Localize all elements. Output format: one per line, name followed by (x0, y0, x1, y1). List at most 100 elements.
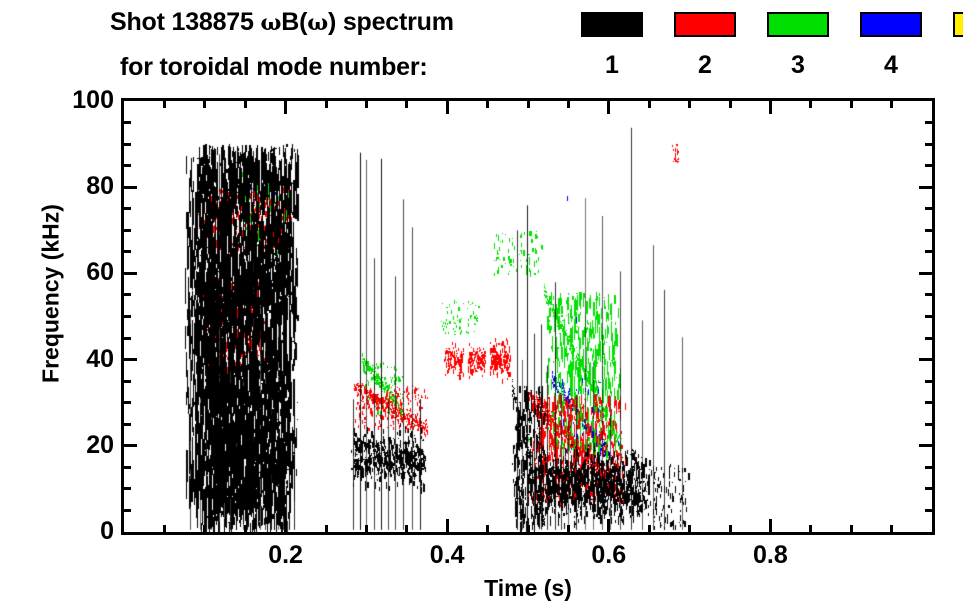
x-minor-tick (486, 101, 490, 108)
x-major-tick (445, 519, 449, 532)
legend-swatch-2 (674, 12, 736, 37)
x-major-tick (445, 101, 449, 114)
y-minor-tick (124, 487, 131, 491)
legend-swatch-1 (581, 12, 643, 37)
x-minor-tick (162, 525, 166, 532)
x-minor-tick (849, 101, 853, 108)
x-major-tick (768, 519, 772, 532)
x-minor-tick (162, 101, 166, 108)
y-minor-tick (124, 207, 131, 211)
legend-item-3: 3 (767, 12, 829, 78)
omega-symbol-1: ω (260, 10, 282, 36)
y-minor-tick (124, 336, 131, 340)
plot-frame (121, 98, 935, 535)
y-minor-tick (124, 228, 131, 232)
y-major-tick (124, 444, 137, 448)
x-minor-tick (364, 101, 368, 108)
y-minor-tick (124, 379, 131, 383)
y-minor-tick (925, 142, 932, 146)
spectrogram-canvas (124, 101, 932, 532)
y-minor-tick (925, 121, 932, 125)
y-minor-tick (124, 142, 131, 146)
y-minor-tick (925, 336, 932, 340)
x-minor-tick (890, 101, 894, 108)
legend-swatch-3 (767, 12, 829, 37)
x-axis-title: Time (s) (484, 575, 572, 601)
y-minor-tick (925, 228, 932, 232)
x-minor-tick (526, 525, 530, 532)
legend-item-2: 2 (674, 12, 736, 78)
y-tick-label-80: 80 (86, 172, 114, 201)
y-minor-tick (925, 250, 932, 254)
x-minor-tick (809, 101, 813, 108)
legend-label-4: 4 (884, 51, 898, 79)
y-minor-tick (925, 422, 932, 426)
x-minor-tick (405, 101, 409, 108)
x-minor-tick (486, 525, 490, 532)
x-minor-tick (324, 101, 328, 108)
y-minor-tick (124, 315, 131, 318)
y-minor-tick (124, 293, 131, 297)
legend: 1 2 3 4 5 (581, 12, 963, 87)
y-minor-tick (925, 207, 932, 211)
y-minor-tick (124, 465, 131, 469)
y-tick-label-20: 20 (86, 430, 114, 459)
y-major-tick (919, 358, 932, 362)
x-major-tick (768, 101, 772, 114)
x-minor-tick (809, 525, 813, 532)
x-minor-tick (203, 525, 207, 532)
y-minor-tick (124, 250, 131, 254)
y-minor-tick (124, 401, 131, 405)
y-minor-tick (925, 379, 932, 383)
y-minor-tick (925, 401, 932, 405)
x-minor-tick (324, 525, 328, 532)
y-minor-tick (925, 315, 932, 318)
x-minor-tick (566, 525, 570, 532)
x-minor-tick (647, 525, 651, 532)
x-minor-tick (243, 525, 247, 532)
legend-label-2: 2 (698, 51, 712, 79)
y-axis-title: Frequency (kHz) (37, 204, 64, 383)
y-tick-label-100: 100 (72, 86, 114, 114)
y-tick-label-0: 0 (100, 517, 114, 545)
y-major-tick (124, 185, 137, 189)
y-tick-label-40: 40 (86, 344, 114, 373)
x-major-tick (284, 519, 288, 532)
spectrogram-area (124, 101, 932, 532)
x-minor-tick (728, 101, 732, 108)
x-minor-tick (243, 101, 247, 108)
figure-title-line-2: for toroidal mode number: (120, 53, 428, 81)
y-minor-tick (124, 121, 131, 125)
x-minor-tick (688, 525, 692, 532)
legend-item-5: 5 (953, 12, 963, 37)
legend-item-4: 4 (860, 12, 922, 78)
legend-label-1: 1 (605, 51, 619, 79)
x-minor-tick (890, 525, 894, 532)
x-minor-tick (849, 525, 853, 532)
y-minor-tick (124, 508, 131, 512)
figure-title-line-1: Shot 138875 ωB(ω) spectrum (110, 8, 454, 37)
x-major-tick (607, 519, 611, 532)
y-minor-tick (925, 508, 932, 512)
x-tick-label-0.8: 0.8 (753, 541, 788, 569)
x-minor-tick (647, 101, 651, 108)
y-minor-tick (925, 465, 932, 469)
legend-swatch-5 (953, 12, 963, 37)
y-major-tick (124, 358, 137, 362)
y-minor-tick (124, 422, 131, 426)
legend-swatch-4 (860, 12, 922, 37)
x-minor-tick (728, 525, 732, 532)
y-tick-label-60: 60 (86, 258, 114, 287)
y-major-tick (124, 271, 137, 275)
x-tick-label-0.6: 0.6 (591, 541, 627, 569)
y-minor-tick (925, 487, 932, 491)
legend-label-3: 3 (791, 51, 805, 79)
x-minor-tick (566, 101, 570, 108)
y-major-tick (919, 185, 932, 189)
y-minor-tick (925, 293, 932, 297)
x-minor-tick (688, 101, 692, 108)
x-minor-tick (526, 101, 530, 108)
omega-symbol-2: ω (307, 10, 328, 36)
title-shot-text: Shot 138875 (110, 8, 261, 36)
